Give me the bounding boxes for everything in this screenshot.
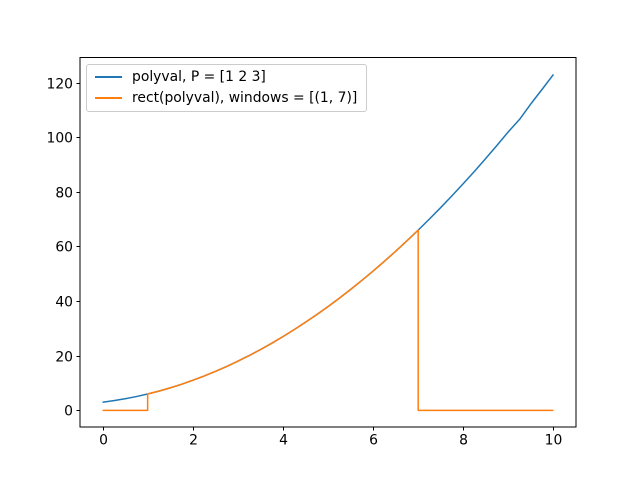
legend-line-swatch-rect-polyval xyxy=(95,97,122,99)
y-tick-label: 80 xyxy=(55,185,73,201)
legend-label-rect-polyval: rect(polyval), windows = [(1, 7)] xyxy=(132,90,358,106)
legend-item-polyval: polyval, P = [1 2 3] xyxy=(95,69,357,85)
y-tick-label: 120 xyxy=(46,76,73,92)
x-tick-label: 2 xyxy=(189,433,198,449)
x-tick-label: 10 xyxy=(545,433,563,449)
series-line-rect-polyval xyxy=(102,229,554,412)
x-tick-label: 4 xyxy=(279,433,288,449)
legend-line-swatch-polyval xyxy=(95,76,122,78)
x-tick-label: 8 xyxy=(459,433,468,449)
legend: polyval, P = [1 2 3] rect(polyval), wind… xyxy=(86,64,368,112)
x-tick-label: 0 xyxy=(99,433,108,449)
y-tick-label: 20 xyxy=(55,349,73,365)
y-tick-label: 100 xyxy=(46,130,73,146)
x-tick-label: 6 xyxy=(369,433,378,449)
y-tick-label: 40 xyxy=(55,294,73,310)
series-line-polyval xyxy=(102,73,555,403)
legend-label-polyval: polyval, P = [1 2 3] xyxy=(132,69,266,85)
y-tick-label: 60 xyxy=(55,239,73,255)
legend-item-rect-polyval: rect(polyval), windows = [(1, 7)] xyxy=(95,90,357,106)
y-tick-label: 0 xyxy=(64,403,73,419)
axes-spines xyxy=(79,57,577,428)
